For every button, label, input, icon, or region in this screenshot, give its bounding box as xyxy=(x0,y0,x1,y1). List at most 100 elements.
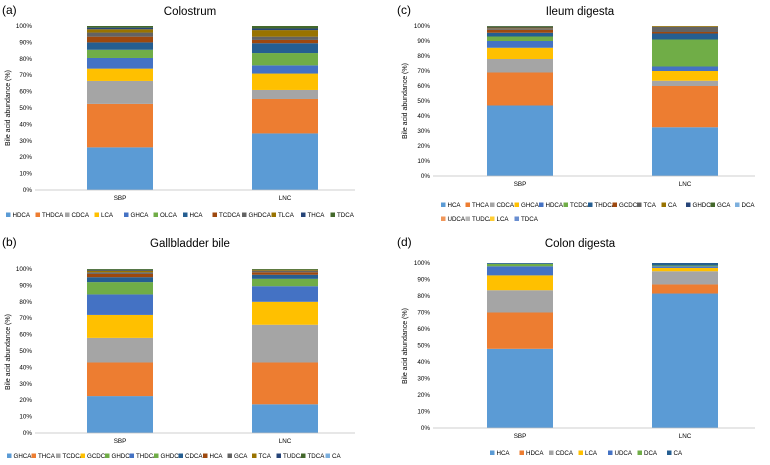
y-tick-label: 20% xyxy=(417,392,430,399)
bar-segment-tcdca xyxy=(87,337,153,363)
legend-swatch xyxy=(325,453,330,458)
x-tick-label: LNC xyxy=(279,195,292,202)
bar-segment-ghdca xyxy=(87,32,153,37)
panel-a-ylabel: Bile acid abundance (%) xyxy=(5,70,12,146)
bar-segment-dca xyxy=(652,265,718,267)
legend-label: TCA xyxy=(259,453,272,460)
bar-segment-hca xyxy=(652,127,718,176)
y-tick-label: 50% xyxy=(19,348,32,355)
bar-segment-tca xyxy=(487,28,553,30)
panel-d-title: Colon digesta xyxy=(545,238,616,250)
y-tick-label: 60% xyxy=(19,332,32,339)
bar-segment-cdca xyxy=(87,277,153,283)
legend-swatch xyxy=(637,450,642,455)
y-tick-label: 10% xyxy=(417,158,430,165)
legend-swatch xyxy=(735,202,740,207)
bar-segment-olca xyxy=(252,53,318,66)
legend-swatch xyxy=(490,202,495,207)
bar-segment-ghca xyxy=(652,71,718,81)
y-tick-label: 0% xyxy=(421,173,431,180)
legend-swatch xyxy=(276,453,281,458)
legend-label: TCA xyxy=(644,202,657,209)
y-tick-label: 80% xyxy=(417,53,430,60)
bar-segment-tdca xyxy=(87,269,153,270)
legend-label: TUDCA xyxy=(472,216,494,223)
bar-segment-cdca xyxy=(652,80,718,86)
legend-swatch xyxy=(94,212,99,217)
y-tick-label: 40% xyxy=(417,113,430,120)
bar-segment-ca xyxy=(487,263,553,264)
legend-label: TCDCA xyxy=(63,453,85,460)
y-tick-label: 0% xyxy=(23,187,33,194)
legend-swatch xyxy=(612,202,617,207)
y-tick-label: 40% xyxy=(19,121,32,128)
bar-segment-tca xyxy=(87,270,153,273)
legend-swatch xyxy=(65,212,70,217)
legend-label: CA xyxy=(674,450,683,457)
bar-segment-olca xyxy=(87,49,153,58)
y-tick-label: 40% xyxy=(19,364,32,371)
legend-label: THCA xyxy=(308,212,326,219)
legend-swatch xyxy=(608,450,613,455)
y-tick-label: 70% xyxy=(19,315,32,322)
y-tick-label: 50% xyxy=(19,105,32,112)
legend-swatch xyxy=(80,453,85,458)
legend-label: GHCA xyxy=(521,202,540,209)
legend-label: CDCA xyxy=(556,450,574,457)
y-tick-label: 20% xyxy=(417,143,430,150)
legend-swatch xyxy=(578,450,583,455)
panel-b-plot: 0% 10% 20% 30% 40% 50% 60% 70% 80% 90% 100% SBP LNC xyxy=(16,266,355,445)
legend-label: GHCA xyxy=(14,453,33,460)
legend-label: GHCA xyxy=(131,212,150,219)
x-tick-label: LNC xyxy=(679,433,692,440)
bar-segment-thdca xyxy=(652,33,718,40)
legend-swatch xyxy=(301,453,306,458)
y-tick-label: 80% xyxy=(19,299,32,306)
legend-label: HCA xyxy=(497,450,511,457)
legend-label: THCA xyxy=(472,202,490,209)
bar-segment-tcdca xyxy=(87,36,153,43)
bar-segment-tdca xyxy=(252,26,318,29)
bar-segment-hca xyxy=(652,293,718,428)
legend-swatch xyxy=(514,216,519,221)
legend-label: GHDCA xyxy=(249,212,272,219)
panel-a-title: Colostrum xyxy=(164,6,216,18)
bar-segment-tdca xyxy=(87,26,153,28)
y-tick-label: 10% xyxy=(417,409,430,416)
legend-label: THDCA xyxy=(136,453,158,460)
panel-c-ylabel: Bile acid abundance (%) xyxy=(402,63,409,139)
legend-swatch xyxy=(178,453,183,458)
panel-d-legend: HCA HDCA CDCA LCA UDCA DCA CA xyxy=(490,450,683,457)
legend-swatch xyxy=(56,453,61,458)
y-tick-label: 100% xyxy=(414,23,431,30)
y-tick-label: 30% xyxy=(19,138,32,145)
x-tick-label: LNC xyxy=(279,438,292,445)
legend-swatch xyxy=(490,450,495,455)
y-tick-label: 60% xyxy=(19,89,32,96)
y-tick-label: 80% xyxy=(19,56,32,63)
y-tick-label: 30% xyxy=(417,128,430,135)
y-tick-label: 60% xyxy=(417,83,430,90)
x-tick-label: SBP xyxy=(114,438,127,445)
legend-label: HCA xyxy=(210,453,224,460)
bar-segment-hca xyxy=(252,272,318,275)
legend-swatch xyxy=(31,453,36,458)
legend-label: CDCA xyxy=(185,453,203,460)
legend-swatch xyxy=(6,212,11,217)
legend-swatch xyxy=(519,450,524,455)
bar-segment-hdca xyxy=(652,66,718,71)
legend-label: TUDCA xyxy=(283,453,305,460)
y-tick-label: 30% xyxy=(19,381,32,388)
legend-label: TCDCA xyxy=(570,202,592,209)
legend-label: THDCA xyxy=(595,202,617,209)
panel-b-ylabel: Bile acid abundance (%) xyxy=(5,314,12,390)
bar-segment-thca xyxy=(487,72,553,106)
panel-d: (d) Colon digesta Bile acid abundance (%… xyxy=(397,235,755,457)
legend-label: TCDCA xyxy=(219,212,241,219)
bar-segment-thca xyxy=(87,27,153,30)
bar-segment-gcdca xyxy=(487,29,553,33)
y-tick-label: 90% xyxy=(417,38,430,45)
legend-swatch xyxy=(441,216,446,221)
legend-swatch xyxy=(153,212,158,217)
legend-label: GCA xyxy=(717,202,731,209)
